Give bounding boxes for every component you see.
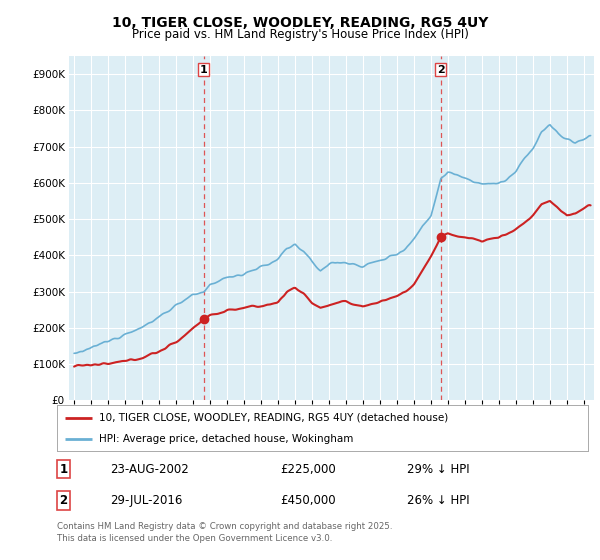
- Text: 10, TIGER CLOSE, WOODLEY, READING, RG5 4UY: 10, TIGER CLOSE, WOODLEY, READING, RG5 4…: [112, 16, 488, 30]
- Text: 2: 2: [59, 494, 67, 507]
- Text: 10, TIGER CLOSE, WOODLEY, READING, RG5 4UY (detached house): 10, TIGER CLOSE, WOODLEY, READING, RG5 4…: [100, 413, 449, 423]
- Text: 1: 1: [59, 463, 67, 475]
- Text: £225,000: £225,000: [280, 463, 336, 475]
- Text: Price paid vs. HM Land Registry's House Price Index (HPI): Price paid vs. HM Land Registry's House …: [131, 28, 469, 41]
- Text: 26% ↓ HPI: 26% ↓ HPI: [407, 494, 470, 507]
- Text: 29% ↓ HPI: 29% ↓ HPI: [407, 463, 470, 475]
- Text: HPI: Average price, detached house, Wokingham: HPI: Average price, detached house, Woki…: [100, 435, 354, 444]
- Text: 23-AUG-2002: 23-AUG-2002: [110, 463, 189, 475]
- Text: £450,000: £450,000: [280, 494, 335, 507]
- Text: 29-JUL-2016: 29-JUL-2016: [110, 494, 182, 507]
- Text: 2: 2: [437, 64, 445, 74]
- Text: Contains HM Land Registry data © Crown copyright and database right 2025.
This d: Contains HM Land Registry data © Crown c…: [57, 522, 392, 543]
- Text: 1: 1: [200, 64, 208, 74]
